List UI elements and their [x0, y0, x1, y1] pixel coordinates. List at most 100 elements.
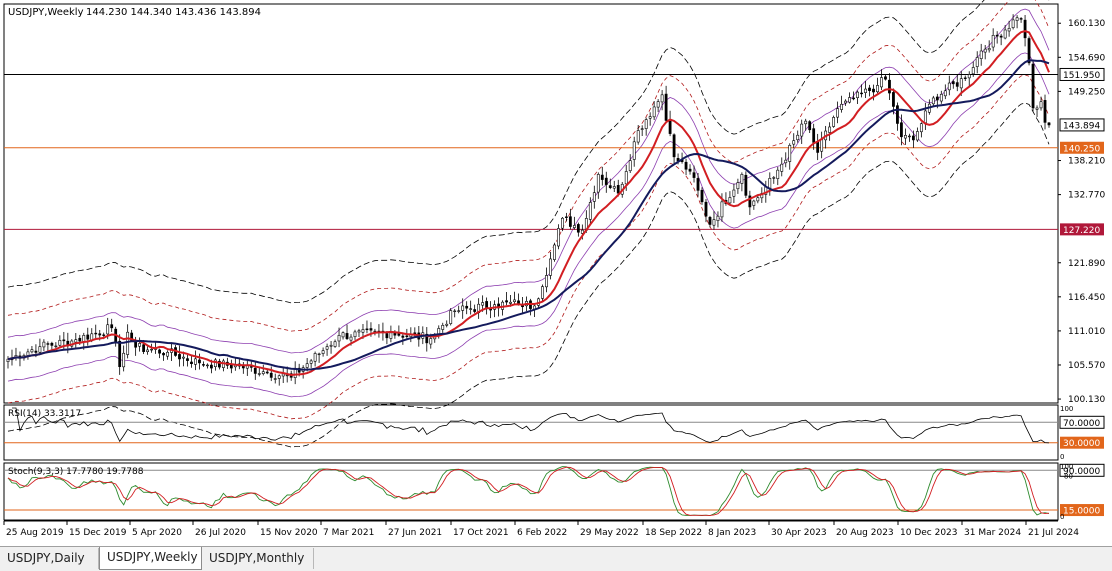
- candle-body: [612, 186, 616, 189]
- candle-body: [995, 34, 999, 37]
- price-axis-label: 121.890: [1068, 259, 1105, 269]
- candle-body: [62, 339, 66, 342]
- candle-body: [752, 200, 756, 206]
- candle-body: [401, 335, 405, 338]
- level-label: 127.220: [1063, 226, 1100, 236]
- candle-body: [393, 332, 397, 336]
- candle-body: [812, 128, 816, 143]
- price-axis-label: 154.690: [1068, 53, 1105, 63]
- candle-body: [461, 305, 465, 311]
- time-axis-label: 6 Feb 2022: [517, 528, 567, 538]
- candle-body: [549, 258, 552, 276]
- candle-body: [884, 76, 887, 80]
- candle-body: [856, 91, 859, 98]
- candle-body: [317, 353, 321, 356]
- moving-average-fast: [7, 29, 1050, 377]
- ohlc-readout: 144.230 144.340 143.436 143.894: [86, 7, 261, 18]
- level-label-box: [1060, 141, 1104, 154]
- candle-body: [768, 178, 772, 189]
- candle-body: [576, 224, 580, 233]
- price-axis-label: 149.250: [1068, 87, 1105, 97]
- candle-body: [553, 244, 556, 260]
- level-label: 140.250: [1063, 144, 1100, 154]
- candle-body: [182, 356, 185, 359]
- time-axis-label: 10 Dec 2023: [900, 528, 958, 538]
- candle-body: [557, 228, 560, 247]
- candle-body: [481, 302, 485, 306]
- candle-body: [82, 335, 86, 342]
- time-axis-label: 30 Apr 2023: [771, 528, 827, 538]
- candle-body: [293, 369, 297, 378]
- candle-body: [1023, 19, 1027, 39]
- candle-body: [704, 201, 708, 217]
- candle-body: [217, 360, 221, 368]
- candle-body: [608, 185, 612, 188]
- candle-body: [78, 337, 82, 342]
- stoch-level-box: [1059, 463, 1105, 477]
- tab-usdjpy-monthly[interactable]: USDJPY,Monthly: [202, 548, 314, 569]
- last-price-box: [1059, 118, 1105, 132]
- candle-body: [130, 332, 134, 341]
- chart-area[interactable]: 160.130 154.690 149.250 138.210 132.770 121.8…: [0, 0, 1112, 546]
- candle-body: [1003, 29, 1007, 39]
- candle-body: [692, 172, 696, 178]
- candle-body: [915, 131, 919, 141]
- candle-body: [1047, 122, 1051, 126]
- tab-usdjpy-daily[interactable]: USDJPY,Daily: [0, 548, 99, 569]
- candle-body: [860, 92, 863, 95]
- candle-body: [939, 93, 943, 102]
- candle-body: [202, 364, 205, 366]
- stoch-label: Stoch(9,3,3) 17.7780 19.7788: [8, 467, 144, 477]
- candle-body: [38, 346, 42, 353]
- price-axis-label: 105.570: [1068, 361, 1105, 371]
- candle-body: [740, 174, 744, 184]
- rsi-panel-frame: [3, 404, 1059, 461]
- candle-body: [313, 353, 317, 362]
- chart-canvas[interactable]: 160.130 154.690 149.250 138.210 132.770 121.8…: [0, 0, 1112, 546]
- candle-body: [987, 48, 991, 51]
- candle-body: [102, 334, 106, 336]
- candle-body: [628, 160, 632, 172]
- candle-body: [449, 310, 453, 324]
- candle-body: [788, 145, 792, 162]
- time-axis-label: 26 Jul 2020: [195, 528, 246, 538]
- level-label-box: [1059, 67, 1105, 81]
- candle-body: [138, 343, 142, 347]
- stoch-level-label: 15.0000: [1063, 507, 1100, 517]
- rsi-axis-top: 100: [1060, 405, 1073, 413]
- candle-body: [305, 363, 309, 368]
- candle-body: [820, 138, 824, 152]
- candle-body: [517, 300, 520, 304]
- candle-body: [971, 67, 975, 75]
- candle-body: [269, 372, 273, 378]
- candle-body: [600, 174, 604, 180]
- candle-body: [425, 333, 429, 344]
- candle-body: [672, 134, 676, 158]
- candle-body: [644, 119, 648, 129]
- candle-body: [253, 367, 257, 374]
- candle-body: [700, 189, 704, 203]
- candle-body: [150, 348, 153, 351]
- candle-body: [465, 305, 469, 309]
- candle-body: [162, 353, 165, 356]
- candle-body: [935, 96, 939, 101]
- price-axis-label: 138.210: [1068, 157, 1105, 167]
- time-axis-label: 15 Nov 2020: [260, 528, 318, 538]
- candle-body: [836, 108, 840, 118]
- candle-body: [596, 174, 600, 193]
- candle-body: [261, 371, 265, 374]
- candle-body: [852, 97, 855, 100]
- candle-body: [580, 229, 584, 234]
- candle-body: [800, 123, 804, 137]
- candle-body: [864, 88, 867, 93]
- candle-body: [892, 92, 895, 107]
- candle-body: [389, 332, 393, 339]
- candle-body: [1031, 63, 1035, 109]
- tab-usdjpy-weekly[interactable]: USDJPY,Weekly: [99, 547, 202, 570]
- candle-body: [210, 364, 213, 369]
- candle-body: [146, 349, 149, 352]
- candle-body: [816, 141, 820, 153]
- candle-body: [588, 202, 592, 220]
- candle-body: [780, 163, 784, 172]
- candle-body: [198, 359, 201, 364]
